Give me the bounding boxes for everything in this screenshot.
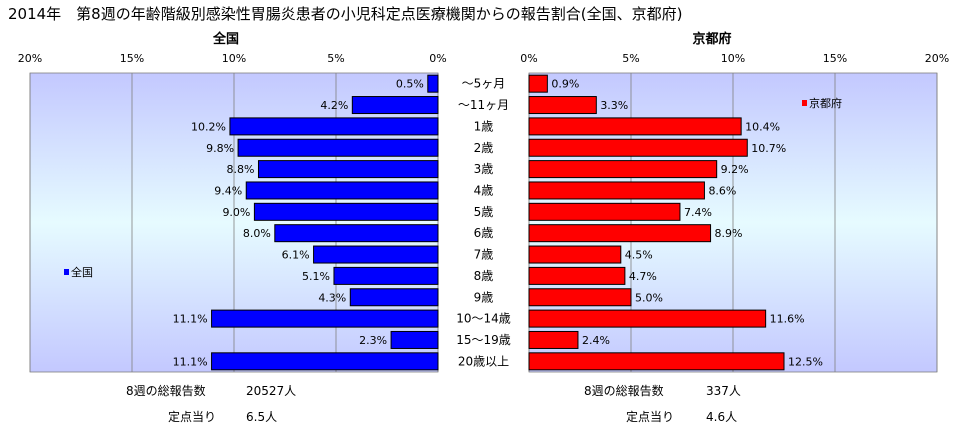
footer-national-per-value: 6.5人 — [246, 410, 278, 424]
category-label: 9歳 — [474, 290, 494, 304]
bar-kyoto — [528, 288, 632, 307]
value-label-kyoto: 4.7% — [629, 270, 657, 283]
bar-kyoto — [528, 245, 622, 264]
value-label-national: 0.5% — [396, 78, 424, 91]
legend-swatch-kyoto — [802, 100, 807, 106]
value-label-national: 8.8% — [227, 163, 255, 176]
bar-national — [349, 288, 439, 307]
footer-national-per-label: 定点当り — [168, 410, 217, 424]
tick-label-national: 0% — [429, 52, 446, 65]
value-label-national: 4.3% — [318, 291, 346, 304]
panel-title-kyoto: 京都府 — [692, 31, 731, 47]
category-label: 15～19歳 — [456, 333, 511, 347]
value-label-national: 4.2% — [320, 99, 348, 112]
bar-national — [245, 181, 439, 200]
bar-kyoto — [528, 74, 548, 93]
bar-kyoto — [528, 96, 597, 115]
footer-kyoto-total-label: 8週の総報告数 — [584, 384, 664, 398]
category-label: 10～14歳 — [456, 312, 511, 326]
bar-kyoto — [528, 160, 718, 179]
bar-national — [351, 96, 439, 115]
bar-national — [237, 138, 439, 157]
bar-national — [333, 266, 439, 285]
footer-kyoto-total-value: 337人 — [706, 384, 741, 398]
value-label-national: 10.2% — [191, 120, 226, 133]
footer-kyoto-per-label: 定点当り — [626, 410, 675, 424]
bar-kyoto — [528, 330, 579, 349]
bar-national — [313, 245, 439, 264]
bar-kyoto — [528, 181, 705, 200]
bar-kyoto — [528, 309, 767, 328]
tick-label-national: 5% — [327, 52, 344, 65]
value-label-national: 2.3% — [359, 334, 387, 347]
bar-national — [257, 160, 439, 179]
bar-kyoto — [528, 202, 681, 221]
value-label-kyoto: 7.4% — [684, 206, 712, 219]
legend-swatch-national — [64, 269, 69, 275]
tick-label-kyoto: 5% — [622, 52, 639, 65]
panel-title-national: 全国 — [212, 31, 239, 47]
value-label-kyoto: 8.6% — [708, 184, 736, 197]
value-label-kyoto: 10.4% — [745, 120, 780, 133]
value-label-national: 5.1% — [302, 270, 330, 283]
category-label: ～5ヶ月 — [462, 77, 506, 91]
bar-national — [229, 117, 439, 136]
value-label-kyoto: 4.5% — [625, 249, 653, 262]
value-label-kyoto: 2.4% — [582, 334, 610, 347]
tick-label-national: 20% — [18, 52, 42, 65]
value-label-national: 9.0% — [222, 206, 250, 219]
value-label-kyoto: 0.9% — [551, 78, 579, 91]
category-label: 6歳 — [474, 226, 494, 240]
category-label: ～11ヶ月 — [458, 98, 509, 112]
category-label: 8歳 — [474, 269, 494, 283]
footer-national-total-value: 20527人 — [246, 384, 297, 398]
bar-national — [390, 330, 439, 349]
tick-label-kyoto: 20% — [925, 52, 949, 65]
chart-title: 2014年 第8週の年齢階級別感染性胃腸炎患者の小児科定点医療機関からの報告割合… — [8, 5, 683, 23]
value-label-kyoto: 10.7% — [751, 142, 786, 155]
tick-label-kyoto: 15% — [823, 52, 847, 65]
value-label-national: 6.1% — [282, 249, 310, 262]
footer-national-total-label: 8週の総報告数 — [126, 384, 206, 398]
value-label-kyoto: 5.0% — [635, 291, 663, 304]
bar-national — [427, 74, 439, 93]
legend-label-kyoto: 京都府 — [809, 96, 842, 110]
legend-label-national: 全国 — [71, 265, 93, 279]
tick-label-national: 15% — [120, 52, 144, 65]
category-label: 4歳 — [474, 183, 494, 197]
value-label-kyoto: 11.6% — [770, 313, 805, 326]
category-label: 5歳 — [474, 205, 494, 219]
bar-national — [211, 352, 439, 371]
value-label-national: 9.4% — [214, 184, 242, 197]
tick-label-kyoto: 10% — [721, 52, 745, 65]
bar-kyoto — [528, 224, 712, 243]
bar-national — [274, 224, 439, 243]
category-label: 1歳 — [474, 119, 494, 133]
tick-label-national: 10% — [222, 52, 246, 65]
value-label-national: 8.0% — [243, 227, 271, 240]
category-label: 3歳 — [474, 162, 494, 176]
bar-kyoto — [528, 266, 626, 285]
footer-kyoto-per-value: 4.6人 — [706, 410, 738, 424]
value-label-kyoto: 3.3% — [600, 99, 628, 112]
tick-label-kyoto: 0% — [520, 52, 537, 65]
category-label: 2歳 — [474, 141, 494, 155]
value-label-kyoto: 12.5% — [788, 355, 823, 368]
value-label-national: 11.1% — [173, 355, 208, 368]
bar-kyoto — [528, 352, 785, 371]
bar-national — [253, 202, 439, 221]
category-label: 7歳 — [474, 248, 494, 262]
category-label: 20歳以上 — [458, 354, 509, 368]
bar-kyoto — [528, 117, 742, 136]
value-label-national: 11.1% — [173, 313, 208, 326]
bar-kyoto — [528, 138, 748, 157]
value-label-national: 9.8% — [206, 142, 234, 155]
value-label-kyoto: 9.2% — [721, 163, 749, 176]
value-label-kyoto: 8.9% — [715, 227, 743, 240]
bar-national — [211, 309, 439, 328]
